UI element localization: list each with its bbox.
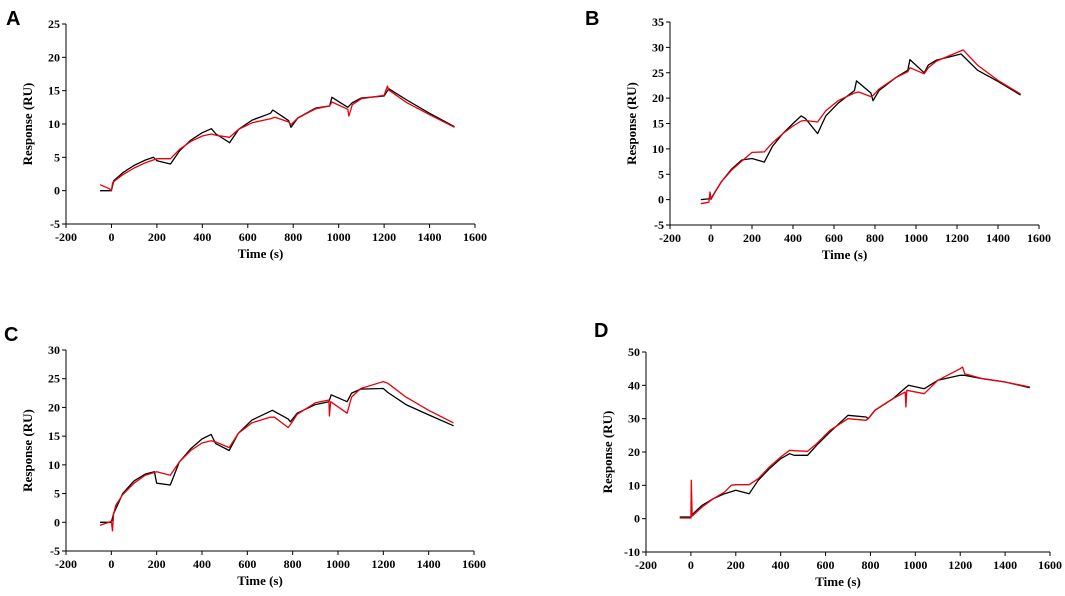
- y-tick-label: -10: [624, 545, 640, 559]
- panel-label-b: B: [585, 8, 600, 30]
- y-tick-label: 30: [48, 343, 60, 357]
- y-tick-label: 0: [54, 515, 60, 529]
- x-tick-label: 1600: [1027, 231, 1051, 245]
- x-tick-label: 1000: [326, 557, 350, 571]
- y-tick-label: 15: [652, 117, 664, 131]
- y-tick-label: 0: [634, 512, 640, 526]
- x-tick-label: 0: [688, 558, 694, 572]
- y-tick-label: 20: [48, 400, 60, 414]
- x-tick-label: 800: [861, 558, 879, 572]
- x-tick-label: 200: [727, 558, 745, 572]
- x-tick-label: 1200: [945, 231, 969, 245]
- x-tick-label: 200: [743, 231, 761, 245]
- y-tick-label: 25: [48, 17, 60, 31]
- x-tick-label: -200: [55, 230, 77, 244]
- x-tick-label: 1000: [904, 231, 928, 245]
- y-tick-label: 5: [658, 167, 664, 181]
- chart-panel-a: A -5 0 5 10 15 20 25 -200 0 200 400 600 800 1000 1200 1…: [0, 0, 532, 298]
- x-tick-label: 600: [817, 558, 835, 572]
- y-tick-label: 50: [628, 345, 640, 359]
- x-tick-label: -200: [659, 231, 681, 245]
- y-tick-label: -5: [654, 218, 664, 232]
- y-tick-label: 20: [652, 91, 664, 105]
- y-tick-label: 20: [628, 445, 640, 459]
- x-tick-label: 400: [193, 230, 211, 244]
- y-tick-label: 10: [628, 478, 640, 492]
- chart-panel-b: B -5 0 5 10 15 20 25 30 35 -200 0 200 400 600 800 1000 1…: [570, 0, 1065, 298]
- x-tick-label: 200: [148, 557, 166, 571]
- panel-label-d: D: [594, 320, 609, 342]
- x-tick-label: 0: [708, 231, 714, 245]
- y-tick-label: 25: [48, 372, 60, 386]
- chart-a-plot: -5 0 5 10 15 20 25 -200 0 200 400 600 800 1000 1200 140…: [20, 17, 487, 261]
- series-line-measured-c: [99, 380, 454, 532]
- chart-b-plot: -5 0 5 10 15 20 25 30 35 -200 0 200 400 600 800 1000 120…: [624, 15, 1051, 262]
- x-tick-label: 400: [193, 557, 211, 571]
- x-tick-label: 0: [108, 557, 114, 571]
- x-axis-title-b: Time (s): [822, 247, 868, 262]
- chart-c-plot: -5 0 5 10 15 20 25 30 -200 0 200 400 600 800 1000 1200 1…: [20, 343, 486, 588]
- y-tick-label: 35: [652, 15, 664, 29]
- y-tick-label: 5: [54, 150, 60, 164]
- x-tick-label: 1200: [371, 557, 395, 571]
- y-tick-label: 20: [48, 50, 60, 64]
- x-tick-label: 800: [866, 231, 884, 245]
- x-tick-label: 1400: [418, 230, 442, 244]
- x-tick-label: 400: [772, 558, 790, 572]
- panel-label-a: A: [6, 8, 21, 30]
- y-tick-label: 10: [48, 117, 60, 131]
- x-tick-label: 0: [108, 230, 114, 244]
- x-tick-label: -200: [635, 558, 657, 572]
- y-tick-label: 40: [628, 378, 640, 392]
- x-tick-label: 1600: [1038, 558, 1062, 572]
- y-tick-label: -5: [50, 217, 60, 231]
- chart-d-plot: -10 0 10 20 30 40 50 -200 0 200 400 600 800 1000 1200 1…: [600, 345, 1062, 589]
- y-tick-label: -5: [50, 544, 60, 558]
- x-tick-label: 1400: [993, 558, 1017, 572]
- x-tick-label: 1200: [948, 558, 972, 572]
- series-line-measured-b: [700, 49, 1021, 205]
- y-tick-label: 15: [48, 84, 60, 98]
- y-tick-label: 0: [658, 193, 664, 207]
- x-tick-label: 200: [148, 230, 166, 244]
- x-tick-label: 600: [239, 230, 257, 244]
- x-tick-label: 1400: [417, 557, 441, 571]
- series-line-fitted-a: [100, 88, 455, 192]
- series-line-fitted-d: [679, 374, 1030, 518]
- panel-label-c: C: [4, 324, 19, 346]
- x-tick-label: 1600: [462, 557, 486, 571]
- x-axis-title-a: Time (s): [238, 246, 284, 261]
- y-tick-label: 10: [48, 458, 60, 472]
- x-axis-title-c: Time (s): [237, 573, 283, 588]
- y-axis-title-c: Response (RU): [20, 409, 35, 492]
- y-tick-label: 30: [628, 412, 640, 426]
- y-tick-label: 5: [54, 487, 60, 501]
- chart-panel-c: C -5 0 5 10 15 20 25 30 -200 0 200 400 600 800 1000 120…: [0, 298, 532, 596]
- x-tick-label: 600: [825, 231, 843, 245]
- y-tick-label: 0: [54, 184, 60, 198]
- series-line-fitted-c: [100, 387, 454, 523]
- y-tick-label: 10: [652, 142, 664, 156]
- x-tick-label: 400: [784, 231, 802, 245]
- x-tick-label: 800: [284, 557, 302, 571]
- x-tick-label: 1400: [986, 231, 1010, 245]
- y-tick-label: 25: [652, 66, 664, 80]
- y-tick-label: 15: [48, 429, 60, 443]
- series-line-measured-d: [679, 366, 1030, 519]
- y-axis-title-d: Response (RU): [600, 411, 615, 494]
- x-tick-label: -200: [55, 557, 77, 571]
- x-tick-label: 600: [238, 557, 256, 571]
- y-tick-label: 30: [652, 40, 664, 54]
- x-tick-label: 800: [284, 230, 302, 244]
- series-line-fitted-b: [700, 53, 1021, 201]
- x-tick-label: 1000: [903, 558, 927, 572]
- series-line-measured-a: [99, 85, 455, 192]
- y-axis-title-b: Response (RU): [624, 82, 639, 165]
- y-axis-title-a: Response (RU): [20, 83, 35, 166]
- chart-panel-d: D -10 0 10 20 30 40 50 -200 0 200 400 600 800 1000 120…: [570, 298, 1065, 596]
- x-tick-label: 1200: [372, 230, 396, 244]
- x-tick-label: 1000: [327, 230, 351, 244]
- x-axis-title-d: Time (s): [815, 574, 861, 589]
- x-tick-label: 1600: [463, 230, 487, 244]
